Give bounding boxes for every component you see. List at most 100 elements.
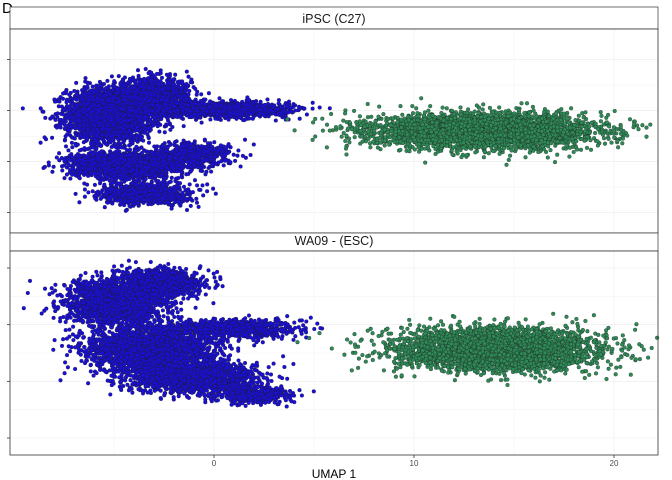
data-point <box>125 100 130 105</box>
data-point <box>141 138 146 143</box>
data-point <box>129 130 134 135</box>
data-point <box>60 112 66 117</box>
data-point <box>74 97 79 102</box>
data-point <box>121 140 126 145</box>
data-point <box>276 98 281 103</box>
data-point <box>136 106 141 111</box>
data-point <box>69 140 74 145</box>
data-point <box>83 76 88 81</box>
data-point <box>199 92 204 97</box>
data-point <box>43 115 48 120</box>
data-point <box>91 102 96 107</box>
data-point <box>63 144 69 149</box>
panel-label: D <box>2 0 13 17</box>
data-point <box>117 125 122 130</box>
data-point <box>85 127 91 132</box>
data-point <box>186 92 191 97</box>
data-point <box>179 94 184 99</box>
data-point <box>217 96 222 101</box>
data-point <box>194 92 199 97</box>
data-point <box>155 124 160 129</box>
data-point <box>286 99 292 104</box>
data-point <box>145 121 150 126</box>
data-point <box>135 68 141 73</box>
data-point <box>327 106 332 111</box>
data-point <box>159 75 165 80</box>
data-point <box>276 101 281 106</box>
data-point <box>124 88 129 94</box>
data-point <box>193 86 198 91</box>
data-point <box>138 84 143 89</box>
data-point <box>115 86 120 92</box>
data-point <box>66 107 71 113</box>
data-point <box>137 97 143 102</box>
data-point <box>94 107 99 112</box>
data-point <box>146 140 152 145</box>
data-point <box>77 125 82 130</box>
data-point <box>72 88 77 94</box>
data-point <box>98 83 103 88</box>
data-point <box>166 86 171 91</box>
data-point <box>135 125 140 130</box>
data-point <box>158 68 163 73</box>
data-point <box>89 131 95 136</box>
data-point <box>148 93 153 98</box>
data-point <box>99 105 104 110</box>
data-point <box>70 135 75 140</box>
data-point <box>71 101 76 106</box>
data-point <box>109 74 114 79</box>
data-point <box>67 125 72 130</box>
data-point <box>71 115 76 120</box>
data-point <box>171 87 176 92</box>
data-point <box>156 94 161 99</box>
data-point <box>83 86 88 91</box>
data-point <box>108 92 113 97</box>
data-point <box>116 132 121 138</box>
data-point <box>104 105 109 110</box>
data-point <box>112 108 117 113</box>
data-point <box>90 118 95 123</box>
data-point <box>184 82 189 87</box>
data-point <box>133 109 138 114</box>
data-point <box>167 80 172 85</box>
data-point <box>100 97 105 102</box>
data-point <box>146 136 151 141</box>
data-point <box>90 109 95 114</box>
data-point <box>91 122 96 127</box>
data-point <box>273 118 278 123</box>
data-point <box>64 100 69 105</box>
data-point <box>297 116 302 121</box>
data-point <box>151 123 156 128</box>
data-point <box>70 96 75 102</box>
data-point <box>107 132 112 137</box>
data-point <box>120 91 125 96</box>
data-point <box>121 134 126 139</box>
data-point <box>179 86 184 91</box>
data-point <box>171 77 176 82</box>
data-point <box>160 87 165 92</box>
data-point <box>91 90 96 95</box>
data-point <box>74 80 79 85</box>
data-point <box>147 86 152 91</box>
data-point <box>143 66 148 72</box>
data-point <box>117 99 122 104</box>
data-point <box>85 112 90 117</box>
data-point <box>97 116 103 121</box>
data-point <box>75 142 80 147</box>
data-point <box>74 103 79 108</box>
data-point <box>96 130 101 135</box>
data-point <box>38 140 43 145</box>
data-point <box>125 124 130 129</box>
data-point <box>289 109 294 114</box>
data-point <box>132 85 137 90</box>
data-point <box>57 117 62 122</box>
data-point <box>265 97 270 102</box>
data-point <box>105 123 110 128</box>
data-point <box>111 132 116 137</box>
data-point <box>184 85 189 90</box>
data-point <box>130 101 135 106</box>
data-point <box>101 126 106 131</box>
data-point <box>208 117 213 122</box>
data-point <box>187 88 192 93</box>
data-point <box>155 114 160 119</box>
